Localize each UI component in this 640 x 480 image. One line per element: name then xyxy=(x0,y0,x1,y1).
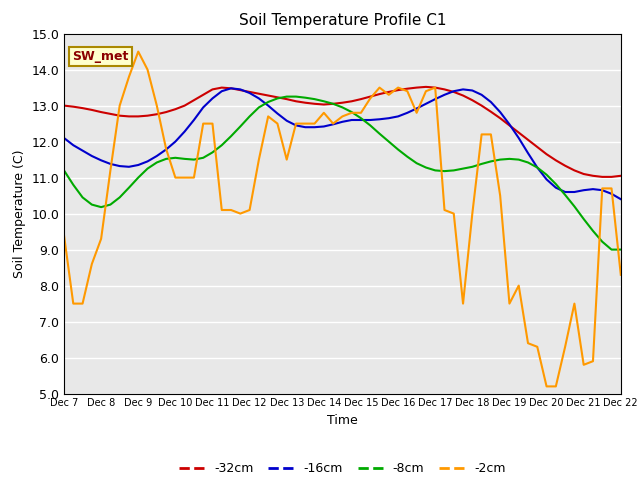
Legend: -32cm, -16cm, -8cm, -2cm: -32cm, -16cm, -8cm, -2cm xyxy=(174,457,511,480)
Y-axis label: Soil Temperature (C): Soil Temperature (C) xyxy=(13,149,26,278)
X-axis label: Time: Time xyxy=(327,414,358,427)
Title: Soil Temperature Profile C1: Soil Temperature Profile C1 xyxy=(239,13,446,28)
Text: SW_met: SW_met xyxy=(72,50,129,63)
